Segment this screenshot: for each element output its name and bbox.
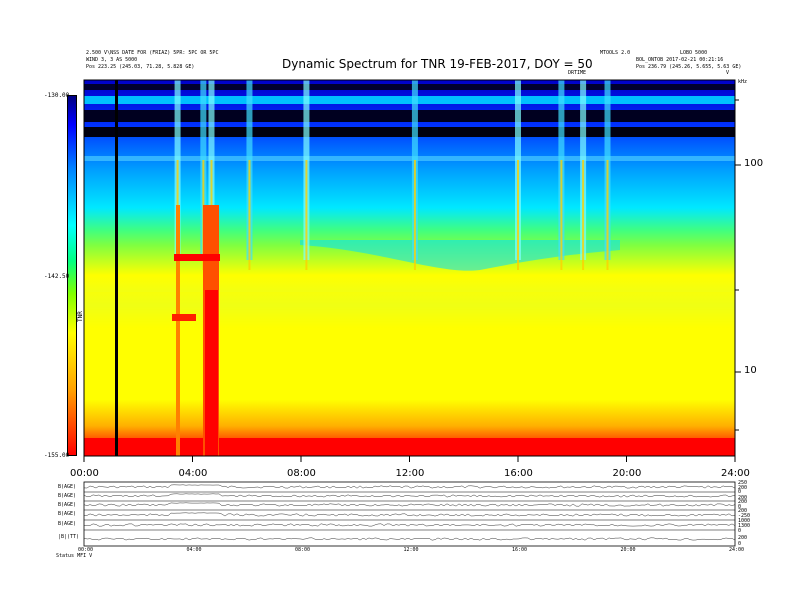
header-mark-left: DRTIME	[568, 70, 587, 76]
subpanel-right-tick-8: 1000	[738, 518, 751, 524]
trace-2	[83, 493, 736, 498]
spectrogram-background	[84, 80, 735, 456]
bursts	[174, 80, 611, 270]
x-ticks	[83, 456, 736, 462]
ytick-label-10: 10	[744, 365, 757, 376]
band-light	[84, 156, 735, 161]
subpanel-right-tick-9: 1300	[738, 523, 751, 529]
subpanel-xtick-3: 12:00	[403, 547, 419, 553]
trace-6	[83, 537, 736, 541]
spectrogram-image	[84, 80, 735, 456]
header-version-b: LOBO 5000	[680, 50, 708, 56]
ytick-label-100: 100	[744, 158, 764, 169]
header-mark-right: V	[726, 70, 730, 76]
subpanel-right-tick-1: 200	[738, 485, 748, 491]
burst-horizontal-2	[172, 314, 196, 321]
colorbar-tick-top: -130.00	[44, 92, 70, 99]
xtick-label-0: 00:00	[70, 468, 99, 479]
subpanel-label-5: B(AGE)	[58, 521, 77, 527]
band-red-bottom	[84, 438, 735, 456]
subpanel-xtick-1: 04:00	[186, 547, 202, 553]
trace-5	[83, 523, 736, 527]
subpanel-right-tick-2: 0	[738, 489, 742, 495]
xtick-label-5: 20:00	[612, 468, 642, 479]
header-info-line-1: 2.500 V\NSS DATE FOR (FRIAZ) 5PR: 5PC OR…	[86, 50, 219, 56]
subpanel-xtick-0: 00:00	[78, 547, 94, 553]
burst-core-8	[582, 160, 585, 270]
trace-3	[83, 502, 736, 507]
xtick-label-2: 08:00	[287, 468, 316, 479]
colorbar-tick-mid: -142.50	[44, 273, 70, 280]
header-pos-left: Pos 223.25 (245.03, 71.28, 5.828 GE)	[86, 64, 195, 70]
subpanel-frame	[83, 481, 736, 547]
subpanel-right-tick-3: 200	[738, 495, 748, 501]
subpanel-xtick-6: 24:00	[729, 547, 745, 553]
burst-core-5	[413, 160, 416, 270]
subpanel-right-tick-0: 250	[738, 480, 748, 486]
subpanel-xtick-5: 20:00	[620, 547, 636, 553]
trace-4	[83, 512, 736, 517]
header-version: MTOOLS 2.0	[600, 50, 631, 56]
burst-core-9	[606, 160, 609, 270]
khz-label: kHz	[738, 79, 748, 85]
burst-3h-line	[176, 205, 180, 456]
header-timestamp: BOL_ONTOB 2017-02-21 00:21:16	[636, 57, 724, 63]
subpanel-label-2: B(AGE)	[58, 493, 77, 499]
band-black-1	[84, 84, 735, 90]
subpanel-right-tick-11: 200	[738, 535, 748, 541]
subpanel-right-tick-5: 0	[738, 504, 742, 510]
yellow-band	[84, 292, 735, 334]
subpanel-label-3: B(AGE)	[58, 502, 77, 508]
subpanel-xtick-2: 08:00	[295, 547, 311, 553]
subpanel-label-1: B(AGE)	[58, 484, 77, 490]
subpanel-label-6: |B|(TT)	[58, 534, 80, 540]
chart-title: Dynamic Spectrum for TNR 19-FEB-2017, DO…	[282, 57, 593, 71]
xtick-label-1: 04:00	[178, 468, 208, 479]
subpanel-right-tick-10: 0	[738, 528, 742, 534]
subpanel-right-tick-7: -250	[738, 513, 751, 519]
subpanel-right-tick-4: 200	[738, 499, 748, 505]
header-pos-right: Pos 236.79 (245.26, 5.655, 5.63 GE)	[636, 64, 742, 70]
colorbar-tick-bottom: -155.00	[44, 452, 70, 459]
burst-core-6	[517, 160, 519, 270]
subpanel-right-tick-6: 200	[738, 508, 748, 514]
trace-1	[83, 484, 736, 489]
vertical-dropout-line	[115, 80, 118, 456]
subpanel-xtick-4: 16:00	[512, 547, 528, 553]
subpanel-label-4: B(AGE)	[58, 511, 77, 517]
xtick-label-3: 12:00	[395, 468, 425, 479]
burst-core-7	[560, 160, 563, 270]
colorbar	[67, 95, 77, 456]
burst-horizontal-1	[174, 254, 220, 261]
xtick-label-6: 24:00	[721, 468, 750, 479]
status-label: Status MFI V	[56, 553, 93, 559]
burst-core-3	[248, 160, 251, 270]
burst-core-4	[305, 160, 308, 270]
header-info-line-2: WIND 3, 3 AS 5000	[86, 57, 138, 63]
xtick-label-4: 16:00	[504, 468, 533, 479]
band-cyan-1	[84, 96, 735, 104]
band-black-3	[84, 127, 735, 137]
cyan-region	[300, 240, 620, 271]
burst-4h-core	[205, 290, 218, 456]
subpanel-right-tick-12: 0	[738, 541, 742, 547]
